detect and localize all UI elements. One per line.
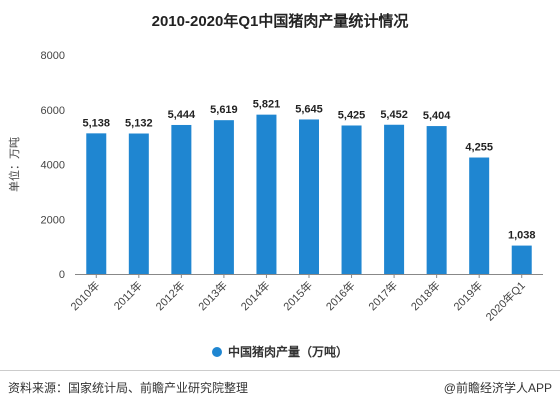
- x-tick-label: 2012年: [152, 278, 187, 313]
- bar-chart: 0 2000 4000 6000 8000 单位：万吨 5,138 2010年 5,132 201…: [7, 50, 543, 324]
- source-note: 资料来源：国家统计局、前瞻产业研究院整理: [8, 381, 249, 395]
- data-label: 5,645: [295, 103, 323, 115]
- data-label: 5,425: [338, 109, 366, 121]
- legend-label: 中国猪肉产量（万吨）: [227, 345, 348, 359]
- data-label: 5,132: [125, 118, 153, 130]
- legend: 中国猪肉产量（万吨）: [0, 343, 560, 360]
- data-label: 5,404: [423, 110, 451, 122]
- x-tick-label: 2017年: [365, 278, 400, 313]
- bar: [213, 120, 234, 275]
- x-tick-label: 2014年: [238, 278, 273, 313]
- data-label: 5,619: [210, 104, 238, 116]
- bar: [341, 125, 362, 274]
- bar: [511, 245, 532, 274]
- y-tick-label: 2000: [41, 214, 65, 226]
- x-tick-label: 2020年Q1: [482, 278, 527, 323]
- y-tick-label: 4000: [41, 160, 65, 172]
- x-tick-label: 2018年: [408, 278, 443, 313]
- chart-title: 2010-2020年Q1中国猪肉产量统计情况: [151, 13, 409, 30]
- bar: [86, 133, 107, 274]
- x-tick-label: 2011年: [111, 278, 145, 312]
- bar: [469, 157, 490, 274]
- y-axis-label: 单位：万吨: [7, 137, 21, 192]
- data-label: 1,038: [508, 230, 536, 242]
- footer-divider: [0, 370, 560, 371]
- bar: [299, 119, 319, 274]
- x-tick-label: 2019年: [450, 278, 485, 313]
- x-tick-label: 2010年: [67, 278, 102, 313]
- x-tick-label: 2016年: [323, 278, 358, 313]
- y-tick-label: 6000: [41, 105, 65, 117]
- data-label: 5,444: [168, 109, 196, 121]
- bar: [426, 126, 447, 275]
- x-tick-label: 2013年: [195, 278, 230, 313]
- bar: [128, 133, 149, 274]
- data-label: 5,821: [253, 99, 281, 111]
- bar: [256, 114, 277, 275]
- bar: [171, 124, 192, 275]
- x-tick-label: 2015年: [280, 278, 315, 313]
- legend-marker: [211, 347, 222, 357]
- bar: [384, 124, 405, 275]
- data-label: 5,452: [380, 109, 408, 121]
- data-label: 5,138: [83, 117, 111, 129]
- y-tick-label: 8000: [41, 50, 65, 62]
- data-label: 4,255: [465, 142, 493, 154]
- credit-note: @前瞻经济学人APP: [443, 381, 552, 395]
- y-tick-label: 0: [59, 269, 65, 281]
